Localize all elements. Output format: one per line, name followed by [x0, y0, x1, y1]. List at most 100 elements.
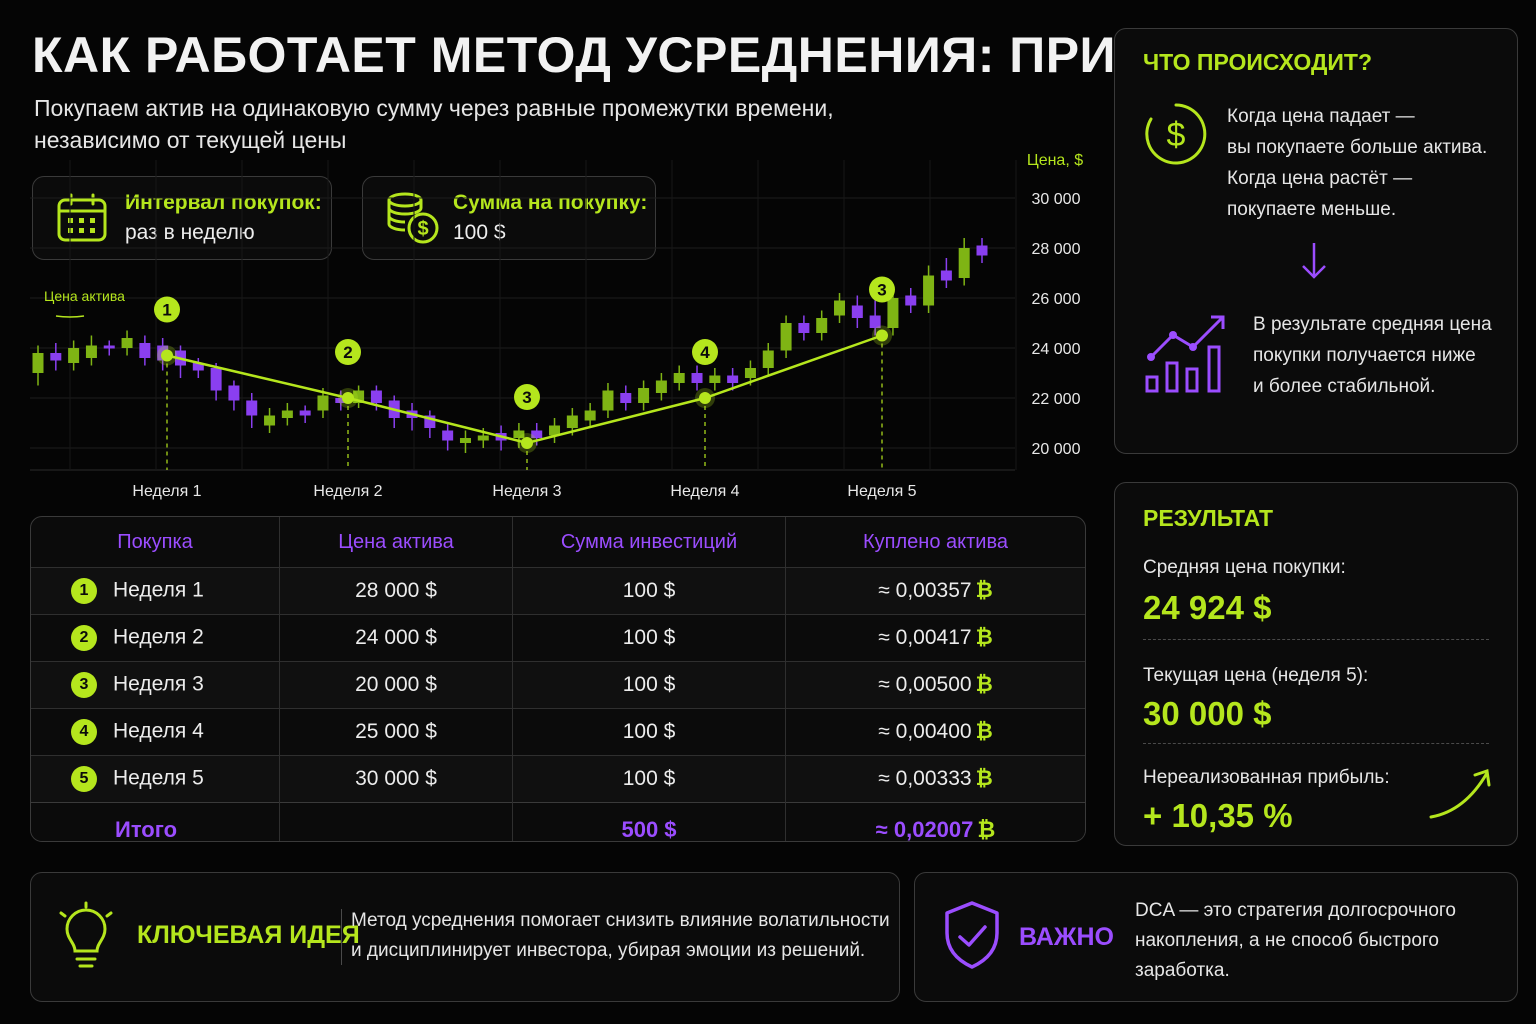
interval-box: Интервал покупок: раз в неделю: [32, 176, 332, 260]
table-row: 2 Неделя 2 24 000 $100 $ ≈ 0,00417 ₿: [31, 614, 1085, 662]
candle-body: [353, 390, 365, 403]
purchases-table: Покупка Цена актива Сумма инвестиций Куп…: [30, 516, 1086, 842]
price-chart: 30 000 28 000 26 000 24 000 22 000 20 000 Цен…: [30, 152, 1083, 500]
candle-body: [370, 390, 382, 403]
candle-body: [121, 338, 133, 348]
bitcoin-icon: ₿: [975, 767, 993, 790]
candle-body: [905, 295, 917, 306]
purchase-number-badge: 5: [71, 766, 97, 792]
table-row: 1 Неделя 1 28 000 $100 $ ≈ 0,00357 ₿: [31, 567, 1085, 615]
bought-cell: ≈ 0,00417 ₿: [785, 614, 1085, 662]
candle-body: [851, 305, 863, 318]
y-tick-label: 30 000: [1032, 191, 1081, 208]
important-line-2: накопления, а не способ быстрого: [1135, 930, 1439, 951]
x-axis-labels: Неделя 1 Неделя 2 Неделя 3 Неделя 4 Неделя 5: [132, 483, 916, 500]
purchase-cell: 4 Неделя 4: [31, 708, 280, 756]
purchase-week: Неделя 2: [113, 625, 204, 649]
bought-cell: ≈ 0,00500 ₿: [785, 661, 1085, 709]
candle: [264, 408, 276, 433]
candle-body: [424, 415, 436, 428]
candle: [816, 310, 828, 341]
candle-body: [459, 438, 471, 443]
x-tick-label: Неделя 2: [313, 483, 382, 500]
candle-body: [798, 323, 810, 333]
candle-body: [513, 430, 525, 438]
candle: [851, 295, 863, 328]
growth-chart-icon: [1145, 315, 1225, 393]
total-row: Итого 500 $ ≈ 0,02007 ₿: [31, 802, 1085, 841]
important-line-1: DCA — это стратегия долгосрочного: [1135, 900, 1456, 921]
interval-value: раз в неделю: [125, 221, 255, 244]
candle-body: [602, 390, 614, 411]
sum-cell: 100 $: [512, 755, 786, 803]
candle-body: [85, 345, 97, 358]
sum-cell: 100 $: [512, 661, 786, 709]
y-tick-label: 20 000: [1032, 441, 1081, 458]
current-price-value: 30 000 $: [1143, 695, 1272, 732]
purchase-point: [161, 349, 173, 362]
candle-body: [299, 410, 311, 416]
sum-cell: 100 $: [512, 614, 786, 662]
candle: [905, 288, 917, 313]
total-sum: 500 $: [512, 802, 786, 841]
candle: [32, 345, 44, 386]
candle: [103, 340, 115, 356]
bought-value: ≈ 0,00417: [878, 626, 972, 649]
candle-body: [531, 430, 543, 438]
amount-value: 100 $: [453, 221, 506, 244]
what-happens-panel: ЧТО ПРОИСХОДИТ? $ Когда цена падает — вы…: [1114, 28, 1518, 454]
what-line-6: покупки получается ниже: [1253, 345, 1476, 366]
candle-body: [139, 343, 151, 358]
candle: [513, 423, 525, 448]
candle-body: [281, 410, 293, 418]
total-label: Итого: [31, 802, 280, 841]
candle: [281, 403, 293, 426]
candle: [762, 343, 774, 376]
what-line-7: и более стабильной.: [1253, 376, 1436, 397]
lightbulb-icon: [59, 901, 113, 968]
candle-body: [566, 415, 578, 428]
price-cell: 25 000 $: [279, 708, 513, 756]
col-header-sum: Сумма инвестиций: [512, 517, 786, 568]
candle: [691, 365, 703, 391]
candle: [655, 373, 667, 401]
total-empty-cell: [279, 802, 513, 841]
x-tick-label: Неделя 4: [670, 483, 739, 500]
purchase-badge-label: 1: [162, 301, 171, 320]
important-text: DCA — это стратегия долгосрочного накопл…: [1135, 896, 1456, 986]
candle: [442, 423, 454, 451]
profit-label: Нереализованная прибыль:: [1143, 767, 1390, 788]
bitcoin-icon: ₿: [975, 626, 993, 649]
arrow-up-right-icon: [1429, 769, 1491, 819]
chart-grid: [30, 160, 1017, 471]
page-subtitle: Покупаем актив на одинаковую сумму через…: [34, 92, 994, 156]
important-line-3: заработка.: [1135, 960, 1230, 981]
key-idea-title: КЛЮЧЕВАЯ ИДЕЯ: [137, 921, 360, 949]
candle: [584, 403, 596, 428]
x-tick-label: Неделя 1: [132, 483, 201, 500]
purchase-badge: [335, 339, 361, 365]
candle: [50, 343, 62, 371]
purchases-grid: Покупка Цена актива Сумма инвестиций Куп…: [31, 517, 1085, 841]
purchase-cell: 5 Неделя 5: [31, 755, 280, 803]
candle-body: [620, 393, 632, 403]
table-row: 3 Неделя 3 20 000 $100 $ ≈ 0,00500 ₿: [31, 661, 1085, 709]
candle-body: [228, 385, 240, 401]
divider: [1143, 743, 1489, 744]
what-text-2: В результате средняя цена покупки получа…: [1253, 309, 1492, 402]
purchase-cell: 3 Неделя 3: [31, 661, 280, 709]
y-axis-label: Цена, $: [1027, 152, 1083, 169]
bought-value: ≈ 0,00500: [878, 673, 972, 696]
divider: [1143, 639, 1489, 640]
purchase-badge-label: 3: [522, 388, 531, 407]
candle: [869, 300, 881, 336]
bitcoin-icon: ₿: [975, 579, 993, 602]
subtitle-line-1: Покупаем актив на одинаковую сумму через…: [34, 95, 834, 121]
purchase-badge: [154, 296, 180, 323]
page-title: КАК РАБОТАЕТ МЕТОД УСРЕДНЕНИЯ: ПРИМЕР: [32, 27, 1226, 83]
candle: [353, 385, 365, 408]
purchase-badge-label: 3: [877, 281, 886, 300]
candle: [406, 403, 418, 431]
candle: [210, 363, 222, 401]
candle: [673, 365, 685, 391]
